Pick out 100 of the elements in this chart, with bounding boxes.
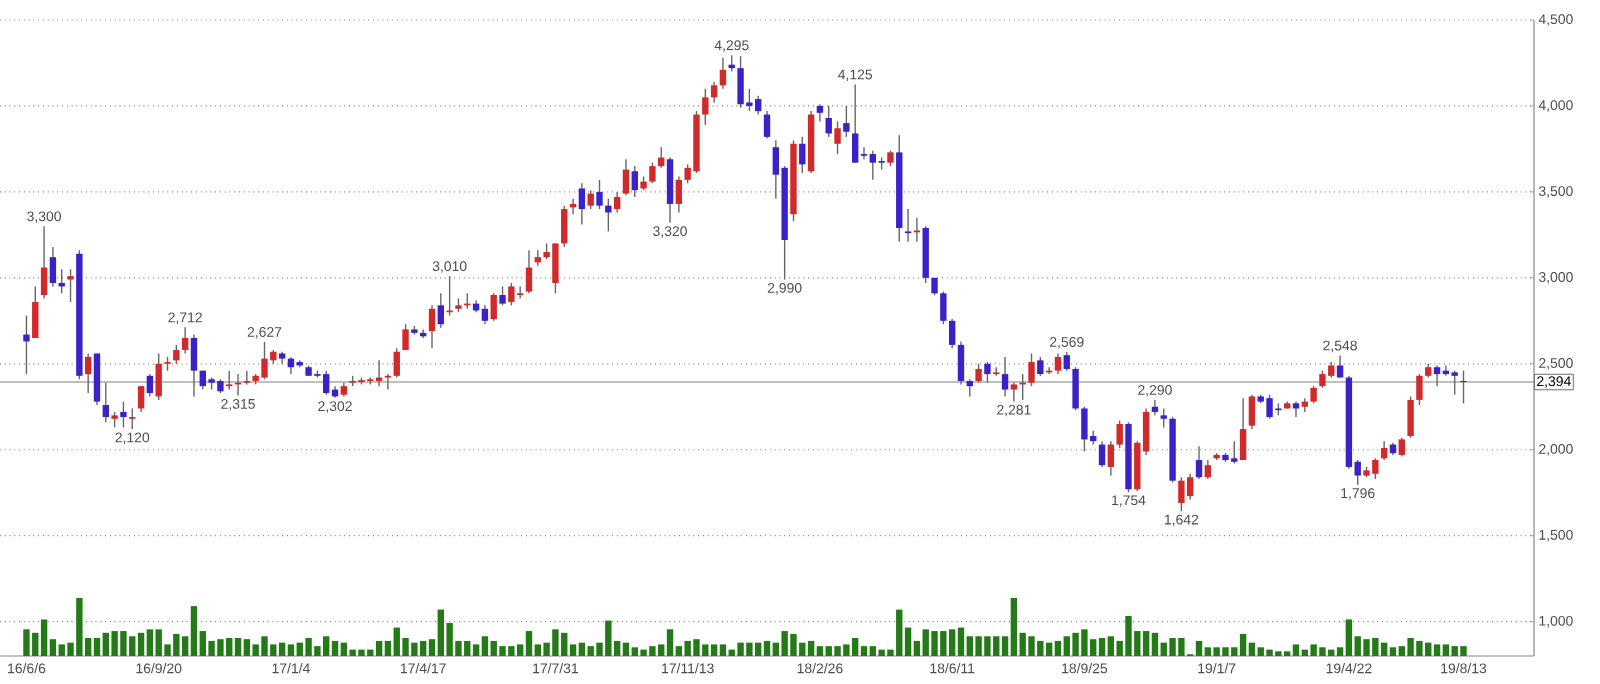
bar [807,640,815,656]
candlestick [173,344,180,365]
candlestick [587,189,594,210]
bar [851,638,859,656]
candlestick [137,385,145,413]
bar [243,639,251,656]
candlestick [1010,382,1018,403]
candlestick [675,175,683,214]
candlestick [1116,419,1123,449]
candlestick [1301,397,1309,413]
candlestick [1107,440,1115,477]
bar [763,640,771,656]
candlestick [1186,473,1194,501]
candlestick [393,347,400,379]
bar [146,629,154,656]
bar [190,606,198,656]
bar [93,638,101,656]
bar [1142,631,1150,656]
bar [1107,636,1115,656]
candlestick [1001,356,1009,398]
bar [1045,642,1053,656]
candlestick [490,292,497,322]
bar [340,642,348,656]
candlestick [825,105,832,138]
candlestick [631,165,638,198]
bar [719,644,727,656]
candlestick [384,373,392,391]
candlestick [226,369,233,391]
candlestick [799,136,806,174]
candlestick [957,340,965,386]
candlestick [129,407,136,430]
bar [1098,638,1106,656]
candlestick [561,204,568,248]
candlestick [1451,369,1458,396]
bar [860,646,868,656]
candlestick [904,208,912,243]
candlestick [851,83,859,164]
candlestick [1380,440,1388,461]
candlestick [1407,395,1414,439]
candlestick [702,88,709,126]
candlestick [181,326,189,355]
candlestick [1195,445,1203,480]
bar [1151,632,1159,656]
candlestick [146,373,154,398]
bar [1442,644,1450,656]
candlestick [508,282,515,307]
candlestick [1098,440,1106,468]
candlestick [1072,366,1079,411]
bar [1239,633,1247,656]
bar [278,642,286,656]
candlestick [84,352,92,394]
candlestick [1292,400,1300,418]
candlestick [499,285,506,307]
bar [666,629,674,656]
bar [1292,644,1300,656]
bar [234,638,242,656]
candlestick [1433,364,1441,387]
bar [481,636,489,656]
candlestick [1081,406,1088,453]
candlestick [763,110,771,140]
candlestick [1160,407,1167,429]
bar [472,644,480,656]
bar [578,642,586,656]
bar [1345,619,1353,656]
candlestick [984,361,991,384]
candlestick [190,333,198,398]
candlestick [719,57,727,90]
bar [1195,640,1203,656]
candlestick [155,352,162,401]
candlestick [1204,459,1212,480]
bar [287,644,295,656]
bar [1389,647,1397,656]
candlestick [578,182,586,226]
candlestick [1398,437,1405,458]
candlestick [869,149,877,181]
candlestick [516,285,524,300]
bar [1204,647,1212,656]
candlestick [428,304,436,350]
candlestick [605,198,612,233]
candlestick [402,323,409,351]
candlestick [67,268,74,303]
bar [816,646,824,656]
candlestick [975,363,982,384]
candlestick [613,191,621,214]
candlestick [1239,397,1247,461]
candlestick [40,225,48,300]
bar [1433,644,1441,656]
candlestick [1416,373,1423,406]
candlestick [622,158,630,197]
candlestick [1054,352,1062,375]
candlestick [481,304,489,325]
candlestick [23,314,30,375]
candlestick [120,400,127,429]
candlestick [940,290,947,325]
bar [23,629,30,656]
bar [948,629,956,656]
candlestick [596,179,603,210]
bar [40,619,48,656]
bar [1054,640,1062,656]
candlestick [843,105,850,138]
